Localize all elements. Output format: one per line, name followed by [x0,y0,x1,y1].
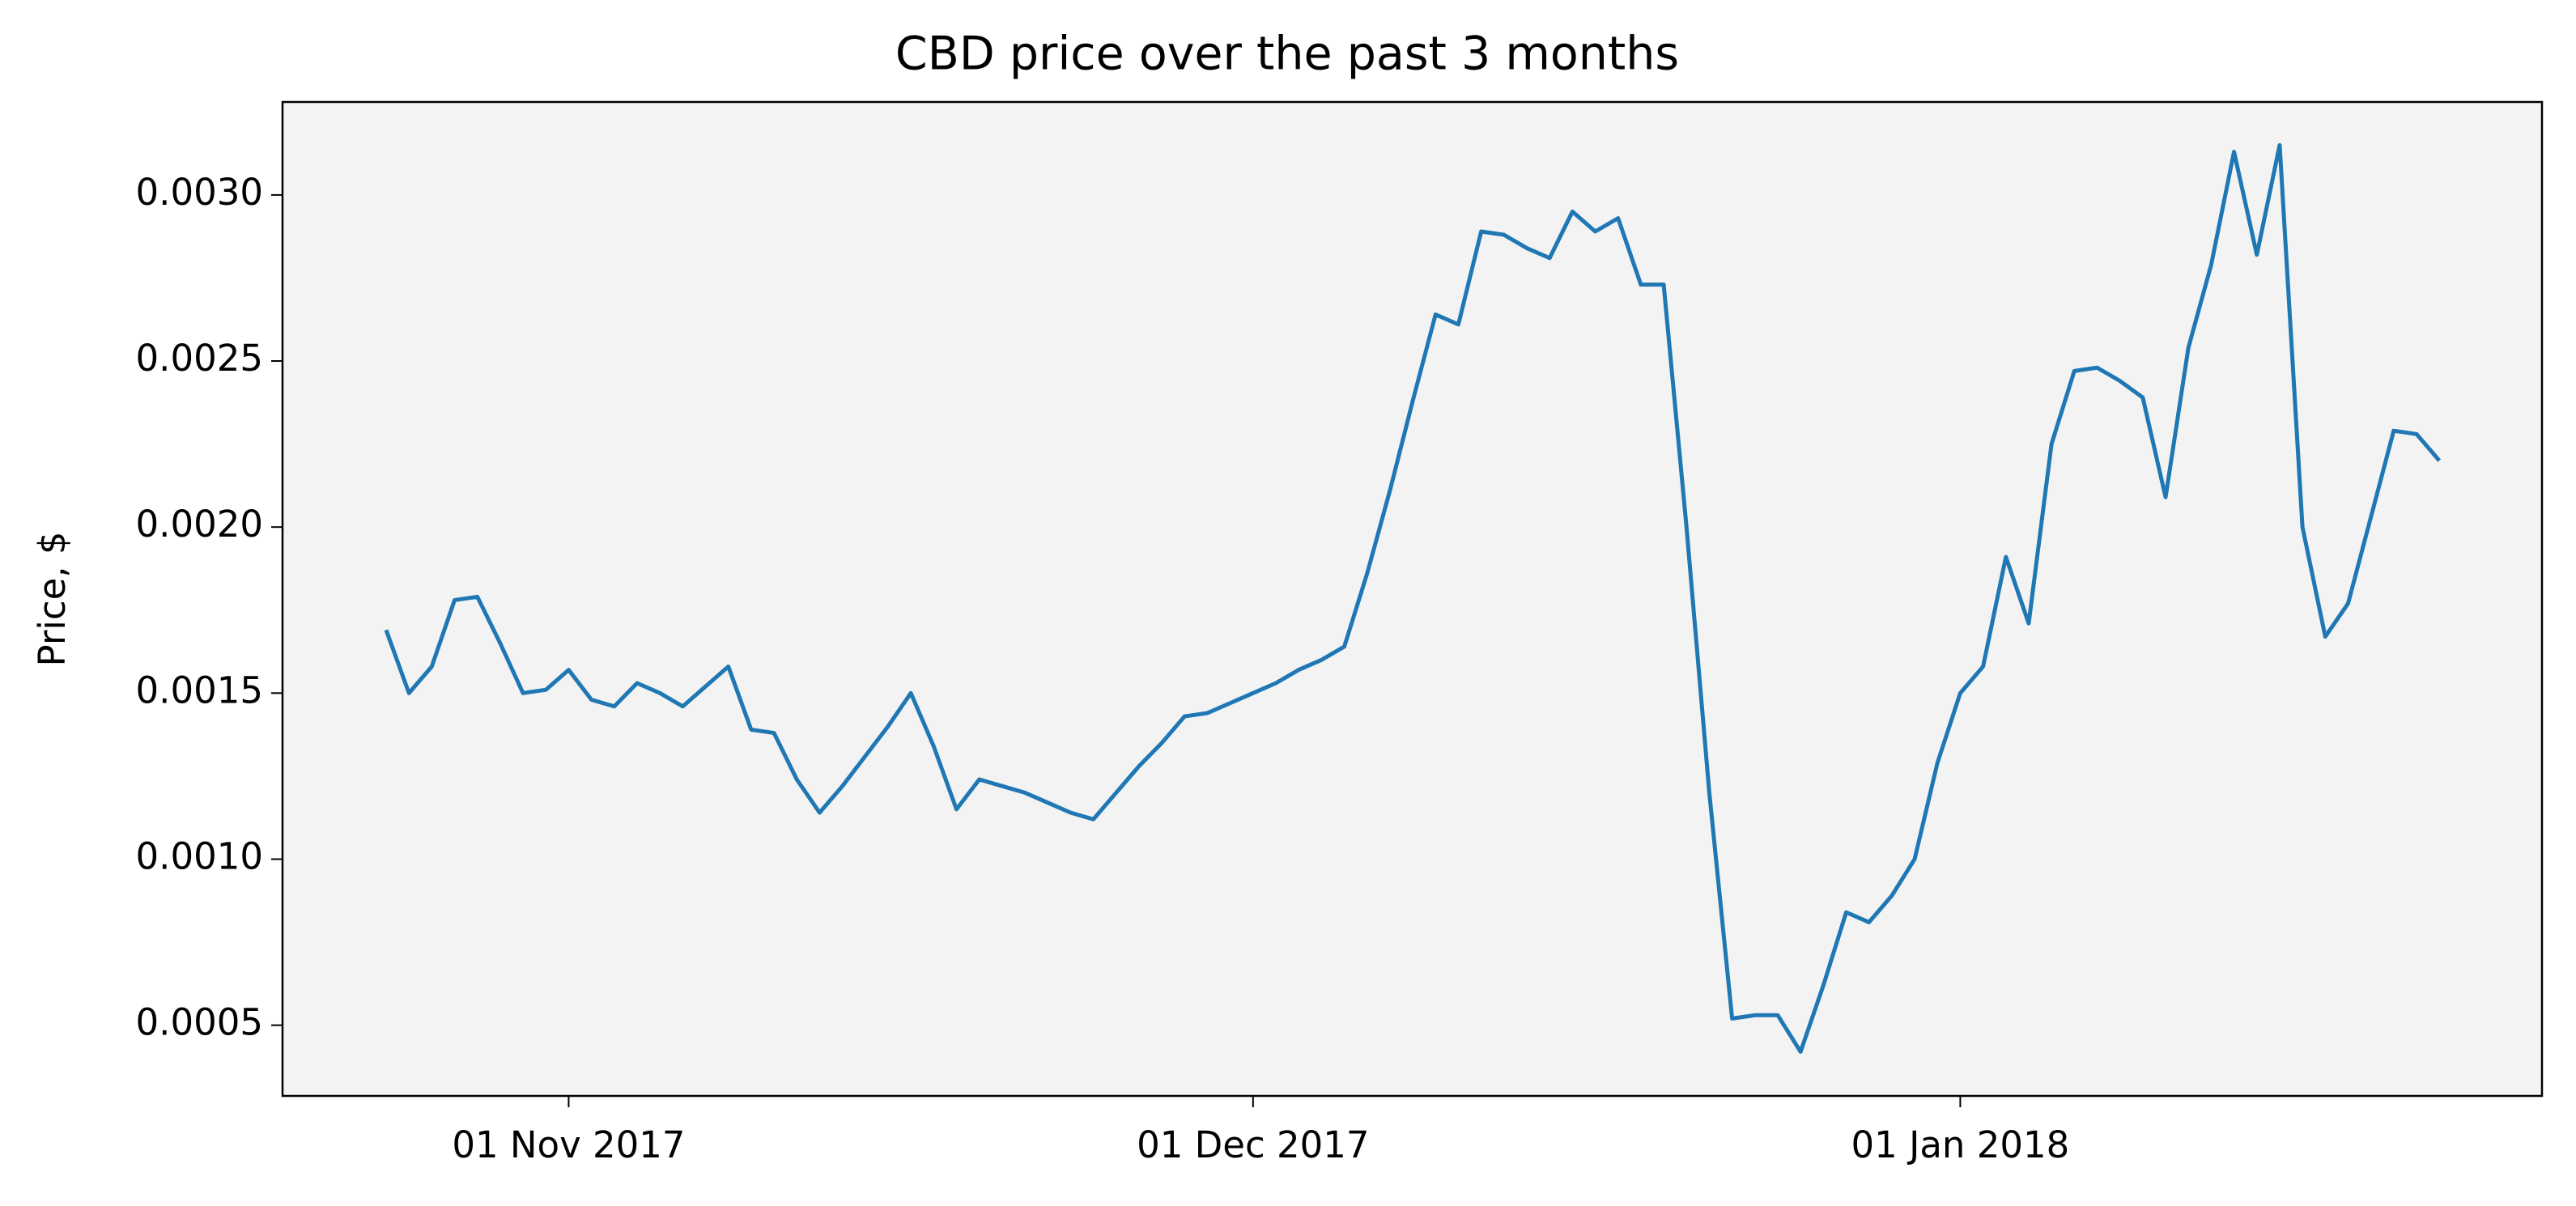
plot-area [283,102,2542,1096]
y-tick-label: 0.0015 [136,669,263,711]
price-line [384,142,2442,1054]
y-axis-label: Price, $ [31,531,74,666]
axes-frame [281,100,2544,1098]
y-tick-label: 0.0005 [136,1001,263,1044]
y-tick-label: 0.0010 [136,834,263,877]
x-tick-label: 01 Jan 2018 [1851,1123,2070,1166]
x-tick-label: 01 Dec 2017 [1137,1123,1369,1166]
y-tick-label: 0.0020 [136,503,263,546]
y-tick-label: 0.0025 [136,337,263,380]
x-tick-label: 01 Nov 2017 [452,1123,685,1166]
chart-title: CBD price over the past 3 months [895,28,1679,81]
y-tick-label: 0.0030 [136,171,263,214]
